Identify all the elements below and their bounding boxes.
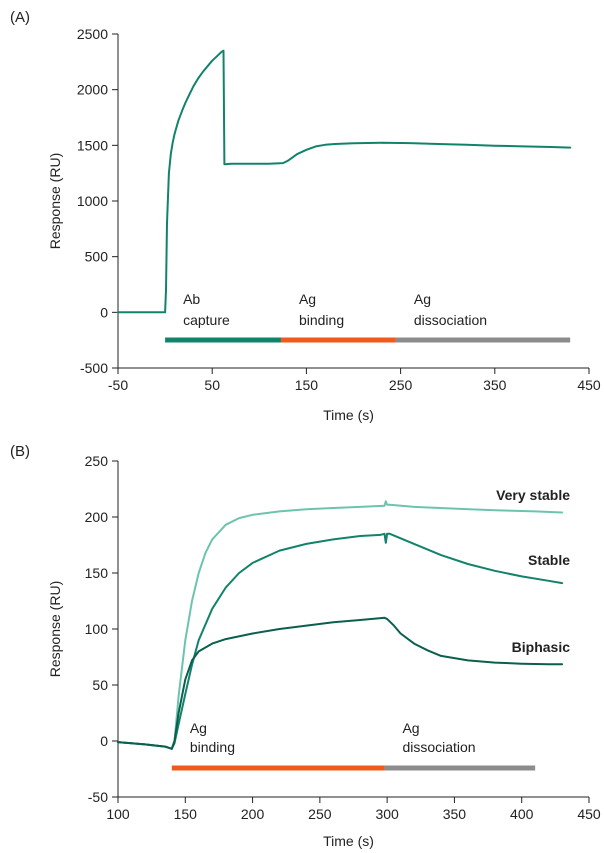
- chart-panel-a: (A) -500 0 500 1000 1500 2000 2500 -50 50 150 250 35…: [10, 9, 601, 423]
- x-tick-label: 50: [204, 377, 220, 393]
- x-tick-label: 100: [106, 806, 130, 822]
- x-tick-label: 300: [375, 806, 399, 822]
- y-tick-label: 0: [100, 733, 108, 749]
- series-line-biphasic: [117, 616, 564, 750]
- phase-label-line2: capture: [183, 312, 230, 328]
- y-tick-label: 2500: [77, 26, 108, 42]
- phase-label-line2: dissociation: [414, 312, 487, 328]
- x-tick-label: 450: [577, 806, 601, 822]
- x-tick-label: 400: [510, 806, 534, 822]
- series-label-stable: Stable: [528, 552, 570, 568]
- y-axis-title: Response (RU): [47, 153, 63, 249]
- phase-label-line1: Ag: [299, 291, 316, 307]
- chart-panel-b: (B) -50 0 50 100 150 200 250 100 150 200 250 300 350 4…: [10, 443, 601, 849]
- phase-label-line2: dissociation: [402, 739, 475, 755]
- x-tick-label: -50: [108, 377, 128, 393]
- phase-label-line1: Ab: [183, 291, 200, 307]
- series-line-response: [117, 49, 572, 314]
- y-tick-label: 0: [100, 304, 108, 320]
- y-tick-label: -50: [88, 789, 108, 805]
- x-tick-label: 350: [443, 806, 467, 822]
- y-tick-label: 150: [85, 565, 109, 581]
- phase-label-line1: Ag: [402, 720, 419, 736]
- y-tick-label: 100: [85, 621, 109, 637]
- x-axis-title: Time (s): [323, 833, 374, 849]
- y-tick-label: 2000: [77, 82, 108, 98]
- y-axis-title: Response (RU): [47, 581, 63, 677]
- y-tick-label: 250: [85, 453, 109, 469]
- y-tick-label: -500: [80, 360, 108, 376]
- panel-label: (A): [10, 9, 30, 26]
- y-tick-label: 1000: [77, 193, 108, 209]
- y-tick-label: 500: [85, 249, 109, 265]
- x-tick-label: 200: [241, 806, 265, 822]
- phase-label-line1: Ag: [414, 291, 431, 307]
- x-axis-title: Time (s): [323, 407, 374, 423]
- panel-label: (B): [10, 443, 30, 460]
- series-label-very-stable: Very stable: [496, 487, 570, 503]
- phase-label-line2: binding: [299, 312, 344, 328]
- y-tick-label: 50: [92, 677, 108, 693]
- x-tick-label: 450: [577, 377, 601, 393]
- x-tick-label: 150: [295, 377, 319, 393]
- series-line-stable: [117, 532, 564, 750]
- series-label-biphasic: Biphasic: [512, 639, 571, 655]
- phase-label-line1: Ag: [190, 720, 207, 736]
- y-tick-label: 200: [85, 509, 109, 525]
- x-tick-label: 350: [483, 377, 507, 393]
- y-tick-label: 1500: [77, 137, 108, 153]
- x-tick-label: 250: [308, 806, 332, 822]
- phase-label-line2: binding: [190, 739, 235, 755]
- x-tick-label: 250: [389, 377, 413, 393]
- x-tick-label: 150: [174, 806, 198, 822]
